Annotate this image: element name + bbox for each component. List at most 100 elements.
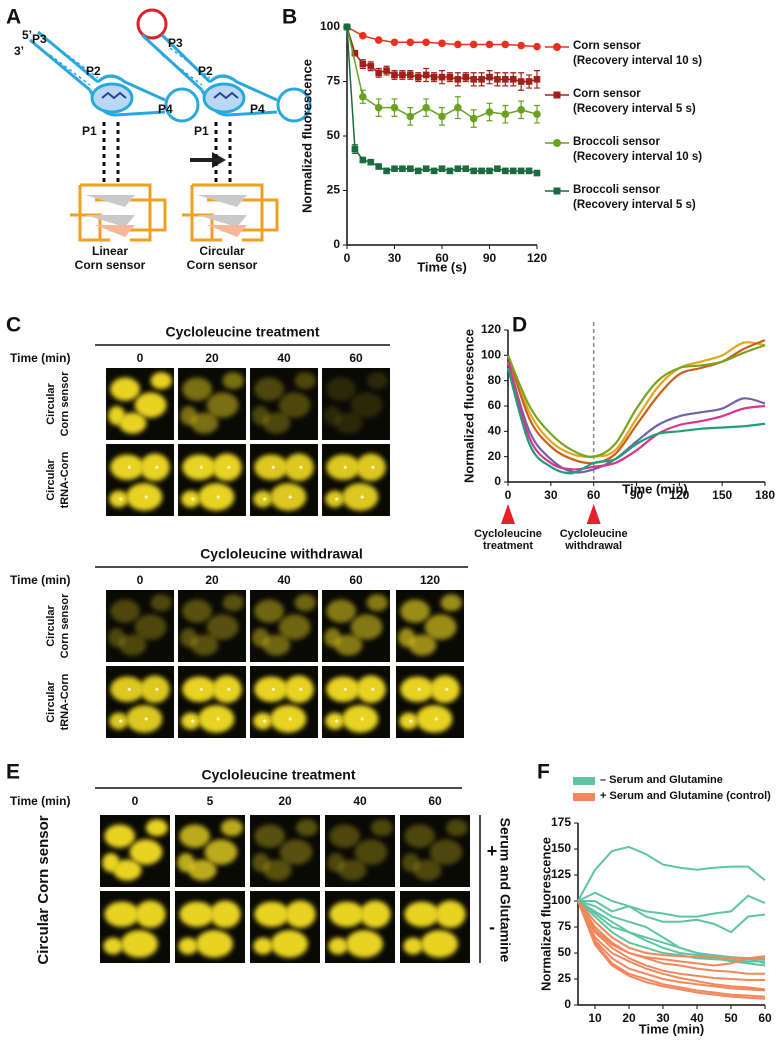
cell xyxy=(408,634,437,656)
x-tick-label: 120 xyxy=(527,251,547,265)
block-title: Cycloleucine treatment xyxy=(165,324,319,340)
line xyxy=(577,900,766,967)
cell xyxy=(420,930,458,958)
cell xyxy=(178,937,198,955)
nucleolus xyxy=(409,719,413,723)
y-tick-label: 100 xyxy=(481,348,501,362)
cell xyxy=(254,599,284,623)
cell xyxy=(118,412,147,434)
micrograph xyxy=(106,368,174,440)
x-tick-label: 20 xyxy=(622,1011,636,1025)
data-point xyxy=(501,110,510,118)
x-tick-label: 10 xyxy=(588,1011,602,1025)
cell xyxy=(356,675,386,704)
data-point xyxy=(375,69,382,77)
data-point xyxy=(469,40,478,49)
data-point xyxy=(367,62,375,70)
line xyxy=(577,900,766,991)
data-point xyxy=(454,103,462,112)
micrograph xyxy=(400,815,470,887)
data-point xyxy=(438,112,446,121)
micrograph xyxy=(100,815,170,887)
data-point xyxy=(390,103,399,112)
cell xyxy=(402,853,420,873)
nucleolus xyxy=(288,717,292,721)
cell xyxy=(424,614,457,640)
data-point xyxy=(399,165,406,172)
data-point xyxy=(454,40,462,49)
data-point xyxy=(462,73,470,81)
y-tick-label: 40 xyxy=(488,424,502,438)
nucleolus xyxy=(155,465,159,469)
block-title: Cycloleucine treatment xyxy=(201,767,355,783)
cell xyxy=(253,937,273,955)
data-point xyxy=(517,41,525,50)
data-point xyxy=(462,165,470,172)
data-point xyxy=(422,38,430,47)
cell xyxy=(254,824,285,848)
line xyxy=(346,26,538,174)
data-point xyxy=(494,76,501,83)
cell xyxy=(334,634,363,656)
cell xyxy=(338,859,367,881)
cell xyxy=(252,406,270,426)
line xyxy=(577,900,765,963)
time-value: 0 xyxy=(137,573,144,587)
data-point xyxy=(509,167,517,175)
time-label: Time (min) xyxy=(10,351,70,365)
cell xyxy=(195,930,233,958)
legend-label: + Serum and Glutamine (control) xyxy=(600,790,771,802)
time-value: 20 xyxy=(278,794,292,808)
line xyxy=(577,900,765,960)
time-value: 0 xyxy=(132,794,139,808)
nucleolus xyxy=(299,687,303,691)
y-tick-label: 50 xyxy=(327,128,341,142)
micrograph xyxy=(325,891,395,963)
data-point xyxy=(438,39,446,48)
cell xyxy=(253,490,273,508)
cell xyxy=(403,937,423,955)
cell xyxy=(399,712,419,730)
time-value: 40 xyxy=(353,794,367,808)
cell xyxy=(254,901,290,927)
y-tick-label: 0 xyxy=(494,474,501,488)
data-point xyxy=(375,163,382,170)
nucleolus xyxy=(335,497,339,501)
data-point xyxy=(406,112,415,121)
panel-label: B xyxy=(282,6,297,29)
condition-sign: + xyxy=(487,841,498,861)
x-axis-label: Time (min) xyxy=(639,1021,705,1036)
micrograph xyxy=(178,666,246,738)
data-point xyxy=(359,60,367,68)
data-point xyxy=(422,165,430,172)
y-tick-label: 100 xyxy=(320,19,340,33)
sensor-diagram xyxy=(29,8,312,242)
time-value: 5 xyxy=(207,794,214,808)
data-point xyxy=(446,73,454,81)
linear-caption: Linear Corn sensor xyxy=(74,244,146,272)
cell xyxy=(350,614,383,640)
data-point xyxy=(517,106,525,114)
nucleolus xyxy=(144,717,148,721)
cell xyxy=(110,377,140,401)
cell xyxy=(416,705,453,733)
cell xyxy=(179,824,210,848)
cell xyxy=(182,676,217,702)
y-axis-label: Normalized fluorescence xyxy=(461,329,476,483)
cell xyxy=(324,406,342,426)
y-tick-label: 60 xyxy=(488,398,502,412)
data-point xyxy=(351,145,359,153)
panel-label: A xyxy=(6,6,21,29)
legend-marker xyxy=(553,187,561,195)
cell xyxy=(110,454,145,481)
cell xyxy=(324,628,342,648)
y-tick-label: 50 xyxy=(558,945,572,959)
cell xyxy=(263,859,292,881)
nucleolus xyxy=(199,465,203,469)
y-tick-label: 75 xyxy=(327,74,341,88)
data-point xyxy=(414,73,422,81)
data-point xyxy=(502,167,509,175)
cell xyxy=(270,483,307,511)
data-point xyxy=(391,165,398,172)
